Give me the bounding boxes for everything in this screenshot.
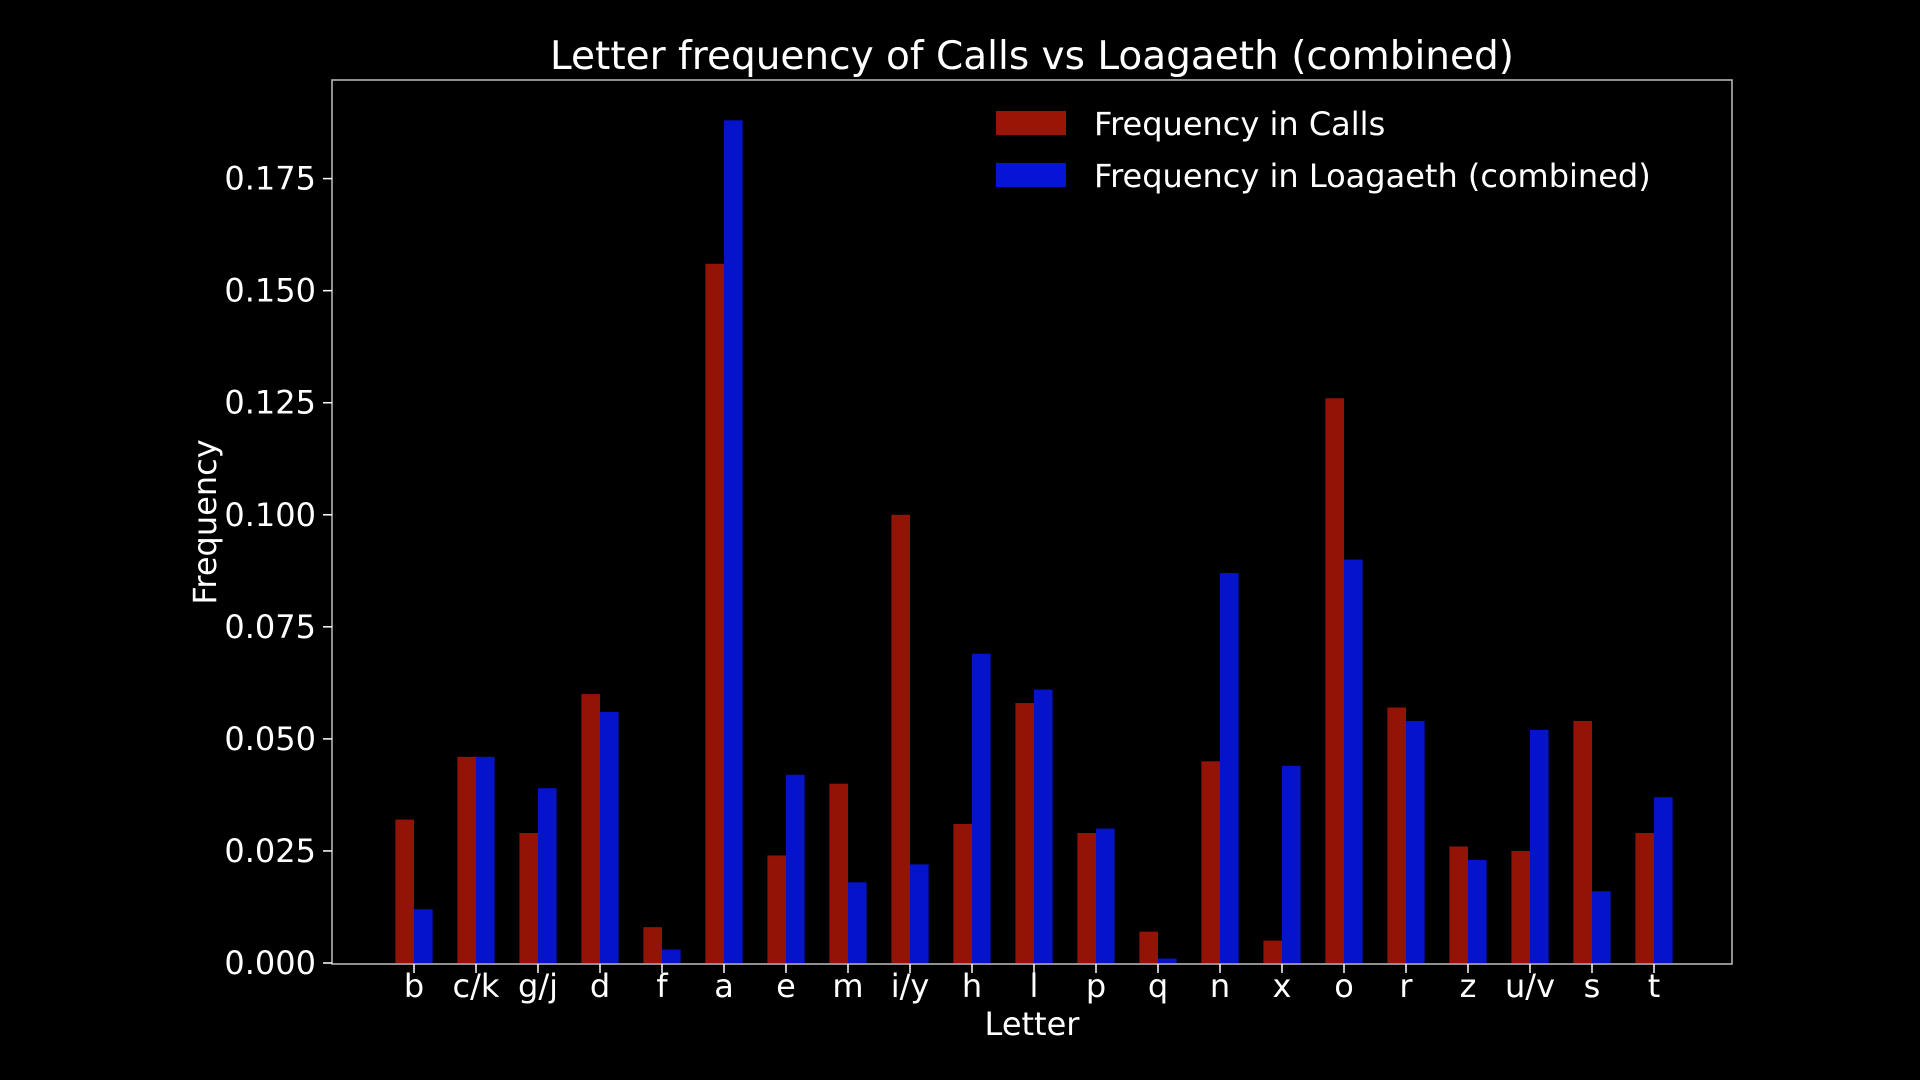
bar-calls-u-v (1511, 851, 1530, 963)
bar-loagaeth-d (600, 712, 619, 963)
bar-calls-f (643, 927, 662, 963)
bar-calls-z (1449, 846, 1468, 963)
x-tick-label: x (1273, 967, 1292, 1005)
x-tick-label: t (1648, 967, 1661, 1005)
bar-loagaeth-h (972, 654, 991, 963)
bar-loagaeth-n (1220, 573, 1239, 963)
bar-calls-r (1387, 708, 1406, 963)
y-tick-label: 0.125 (224, 384, 316, 422)
bar-calls-x (1263, 941, 1282, 963)
x-tick-label: i/y (891, 967, 930, 1005)
bar-calls-b (395, 820, 414, 963)
bar-loagaeth-a (724, 120, 743, 963)
bar-calls-e (767, 855, 786, 963)
legend-label-loagaeth: Frequency in Loagaeth (combined) (1094, 157, 1651, 195)
legend-swatch-loagaeth (996, 163, 1066, 187)
x-tick-label: h (962, 967, 982, 1005)
x-tick-label: o (1334, 967, 1354, 1005)
x-tick-label: z (1460, 967, 1477, 1005)
x-tick-label: e (776, 967, 796, 1005)
x-tick-label: s (1584, 967, 1601, 1005)
bar-calls-q (1139, 932, 1158, 963)
y-tick-label: 0.050 (224, 720, 316, 758)
bar-calls-h (953, 824, 972, 963)
x-tick-label: n (1210, 967, 1230, 1005)
bar-loagaeth-o (1344, 560, 1363, 963)
bar-loagaeth-g-j (538, 788, 557, 963)
bar-loagaeth-r (1406, 721, 1425, 963)
x-tick-label: c/k (453, 967, 500, 1005)
legend: Frequency in Calls Frequency in Loagaeth … (996, 105, 1651, 195)
bar-loagaeth-q (1158, 959, 1177, 963)
bar-calls-p (1077, 833, 1096, 963)
y-axis: 0.000 0.025 0.050 0.075 0.100 0.125 0.150 0.175 (224, 160, 332, 982)
bar-calls-n (1201, 761, 1220, 963)
x-tick-label: b (404, 967, 424, 1005)
y-tick-label: 0.075 (224, 608, 316, 646)
y-tick-label: 0.000 (224, 944, 316, 982)
y-axis-title: Frequency (186, 439, 224, 604)
x-tick-label: l (1030, 967, 1039, 1005)
bar-loagaeth-e (786, 775, 805, 963)
bar-calls-i-y (891, 515, 910, 963)
x-tick-label: p (1086, 967, 1106, 1005)
x-tick-label: q (1148, 967, 1168, 1005)
bar-loagaeth-p (1096, 829, 1115, 963)
x-axis: b c/k g/j d f a e m i/y h l p q n x o r z u/v s t (404, 964, 1660, 1005)
bar-calls-t (1635, 833, 1654, 963)
bars-layer (395, 120, 1672, 963)
bar-calls-o (1325, 398, 1344, 963)
bar-loagaeth-s (1592, 891, 1611, 963)
x-tick-label: m (832, 967, 863, 1005)
bar-calls-d (581, 694, 600, 963)
x-tick-label: r (1399, 967, 1413, 1005)
bar-calls-g-j (519, 833, 538, 963)
bar-calls-a (705, 264, 724, 963)
y-tick-label: 0.025 (224, 832, 316, 870)
x-tick-label: f (656, 967, 668, 1005)
y-tick-label: 0.150 (224, 272, 316, 310)
bar-calls-l (1015, 703, 1034, 963)
legend-swatch-calls (996, 111, 1066, 135)
legend-label-calls: Frequency in Calls (1094, 105, 1385, 143)
bar-loagaeth-c-k (476, 757, 495, 963)
bar-loagaeth-t (1654, 797, 1673, 963)
bar-loagaeth-i-y (910, 864, 929, 963)
bar-loagaeth-u-v (1530, 730, 1549, 963)
bar-loagaeth-x (1282, 766, 1301, 963)
y-tick-label: 0.175 (224, 160, 316, 198)
bar-loagaeth-z (1468, 860, 1487, 963)
bar-loagaeth-b (414, 909, 433, 963)
x-tick-label: d (590, 967, 610, 1005)
bar-calls-m (829, 784, 848, 963)
x-tick-label: u/v (1505, 967, 1555, 1005)
y-tick-label: 0.100 (224, 496, 316, 534)
bar-loagaeth-f (662, 950, 681, 963)
bar-calls-c-k (457, 757, 476, 963)
bar-loagaeth-m (848, 882, 867, 963)
x-tick-label: g/j (518, 967, 558, 1005)
bar-calls-s (1573, 721, 1592, 963)
x-axis-title: Letter (985, 1005, 1081, 1043)
chart-title: Letter frequency of Calls vs Loagaeth (c… (550, 34, 1514, 79)
bar-loagaeth-l (1034, 690, 1053, 963)
x-tick-label: a (714, 967, 734, 1005)
